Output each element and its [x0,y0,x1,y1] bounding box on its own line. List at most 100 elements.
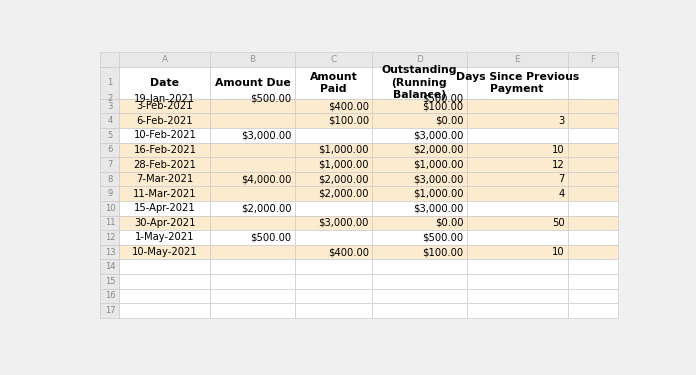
Text: 17: 17 [104,306,116,315]
Bar [210,274,294,288]
Bar [568,201,618,216]
Text: 10: 10 [104,204,115,213]
Bar [120,172,210,186]
Bar [100,128,120,142]
Text: $1,000.00: $1,000.00 [319,145,369,155]
Text: $4,000.00: $4,000.00 [241,174,292,184]
Bar [100,157,120,172]
Bar [120,245,210,260]
Text: $500.00: $500.00 [251,94,292,104]
Bar [568,230,618,245]
Text: $1,000.00: $1,000.00 [413,189,464,199]
Bar [466,274,568,288]
Text: 9: 9 [107,189,113,198]
Bar [210,245,294,260]
Text: $0.00: $0.00 [435,218,464,228]
Text: 8: 8 [107,175,113,184]
Bar [120,128,210,142]
Bar [120,114,210,128]
Bar [466,52,568,67]
Bar [466,260,568,274]
Bar [120,274,210,288]
Text: 3-Feb-2021: 3-Feb-2021 [136,101,193,111]
Bar [372,67,466,99]
Bar [120,99,210,114]
Bar [210,67,294,99]
Bar [210,260,294,274]
Text: $400.00: $400.00 [328,247,369,257]
Bar [120,230,210,245]
Bar [466,99,568,114]
Text: Amount Due: Amount Due [214,78,290,88]
Text: D: D [416,55,423,64]
Text: 50: 50 [552,218,564,228]
Text: Outstanding
(Running
Balance): Outstanding (Running Balance) [381,66,457,100]
Bar [294,260,372,274]
Text: $100.00: $100.00 [422,247,464,257]
Bar [294,288,372,303]
Bar [568,157,618,172]
Bar [100,172,120,186]
Text: $2,000.00: $2,000.00 [413,145,464,155]
Bar [372,201,466,216]
Bar [210,186,294,201]
Bar [100,52,120,67]
Bar [466,186,568,201]
Text: $500.00: $500.00 [251,232,292,243]
Bar [210,216,294,230]
Bar [466,288,568,303]
Text: 4: 4 [558,189,564,199]
Bar [372,303,466,318]
Bar [294,274,372,288]
Bar [120,52,210,67]
Bar [210,303,294,318]
Bar [120,157,210,172]
Bar [294,172,372,186]
Bar [120,288,210,303]
Bar [100,114,120,128]
Bar [372,114,466,128]
Bar [466,303,568,318]
Text: 7: 7 [107,160,113,169]
Bar [568,288,618,303]
Bar [100,99,120,114]
Bar [372,274,466,288]
Bar [568,114,618,128]
Bar [210,288,294,303]
Bar [466,67,568,99]
Bar [210,99,294,114]
Text: Amount
Paid: Amount Paid [310,72,357,94]
Text: $3,000.00: $3,000.00 [241,130,292,140]
Text: C: C [331,55,337,64]
Bar [120,303,210,318]
Bar [568,186,618,201]
Bar [466,245,568,260]
Text: $2,000.00: $2,000.00 [319,189,369,199]
Text: 12: 12 [552,159,564,170]
Text: B: B [249,55,255,64]
Bar [372,186,466,201]
Bar [568,274,618,288]
Text: $100.00: $100.00 [328,116,369,126]
Text: 10-Feb-2021: 10-Feb-2021 [134,130,196,140]
Bar [372,99,466,114]
Bar [372,260,466,274]
Bar [294,245,372,260]
Text: 12: 12 [104,233,115,242]
Text: $400.00: $400.00 [328,101,369,111]
Text: Date: Date [150,78,180,88]
Bar [120,260,210,274]
Text: $2,000.00: $2,000.00 [319,174,369,184]
Text: $100.00: $100.00 [422,101,464,111]
Text: 5: 5 [107,131,113,140]
Text: 10: 10 [552,247,564,257]
Bar [568,245,618,260]
Bar [372,216,466,230]
Text: 28-Feb-2021: 28-Feb-2021 [134,159,196,170]
Text: $3,000.00: $3,000.00 [319,218,369,228]
Bar [294,114,372,128]
Text: 13: 13 [104,248,116,256]
Text: 1-May-2021: 1-May-2021 [135,232,195,243]
Text: 3: 3 [558,116,564,126]
Bar [294,99,372,114]
